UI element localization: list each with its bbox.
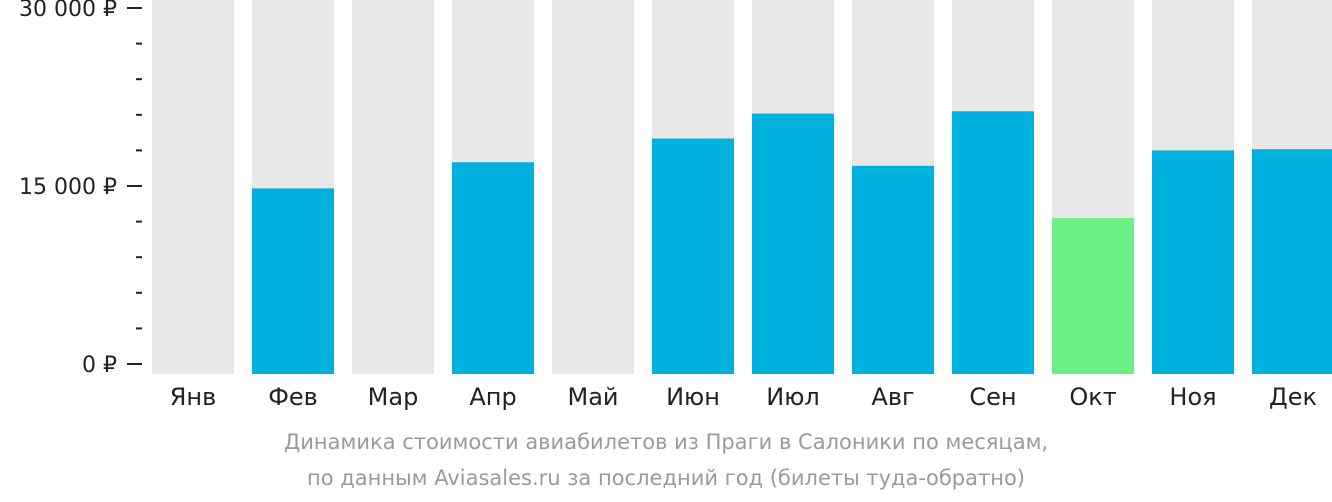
bar-10[interactable] [1052, 218, 1134, 374]
x-axis: Янв Фев Мар Апр Май Июн Июл Авг Сен Окт Ноя Дек [170, 383, 1317, 411]
x-tick-label: Мар [368, 383, 419, 411]
x-tick-label: Авг [871, 383, 914, 411]
y-axis: 30 000 ₽ 15 000 ₽ 0 ₽ [19, 0, 142, 378]
caption-line-2: по данным Aviasales.ru за последний год … [307, 466, 1025, 490]
bar-12[interactable] [1252, 149, 1332, 374]
bar-11[interactable] [1152, 150, 1234, 374]
plot-columns [152, 0, 1332, 375]
bar-8[interactable] [852, 165, 934, 374]
x-tick-label: Июл [766, 383, 820, 411]
bar-9[interactable] [952, 111, 1034, 375]
x-tick-label: Июн [666, 383, 720, 411]
column-background [352, 0, 434, 374]
x-tick-label: Сен [969, 383, 1016, 411]
bar-7[interactable] [752, 113, 834, 374]
bar-6[interactable] [652, 138, 734, 374]
bar-4[interactable] [452, 162, 534, 374]
column-background [552, 0, 634, 374]
y-tick-label: 15 000 ₽ [19, 175, 117, 200]
bar-2[interactable] [252, 188, 334, 374]
x-tick-label: Фев [268, 383, 318, 411]
column-background [152, 0, 234, 374]
x-tick-label: Ноя [1169, 383, 1216, 411]
x-tick-label: Май [567, 383, 618, 411]
y-tick-label: 0 ₽ [82, 353, 117, 378]
caption-line-1: Динамика стоимости авиабилетов из Праги … [283, 430, 1049, 454]
y-tick-label: 30 000 ₽ [19, 0, 117, 22]
x-tick-label: Дек [1269, 383, 1317, 411]
bar-chart: 30 000 ₽ 15 000 ₽ 0 ₽ Янв Фев Мар Апр Май Июн Ию… [19, 0, 1332, 411]
x-tick-label: Янв [170, 383, 217, 411]
x-tick-label: Апр [469, 383, 516, 411]
x-tick-label: Окт [1069, 383, 1116, 411]
